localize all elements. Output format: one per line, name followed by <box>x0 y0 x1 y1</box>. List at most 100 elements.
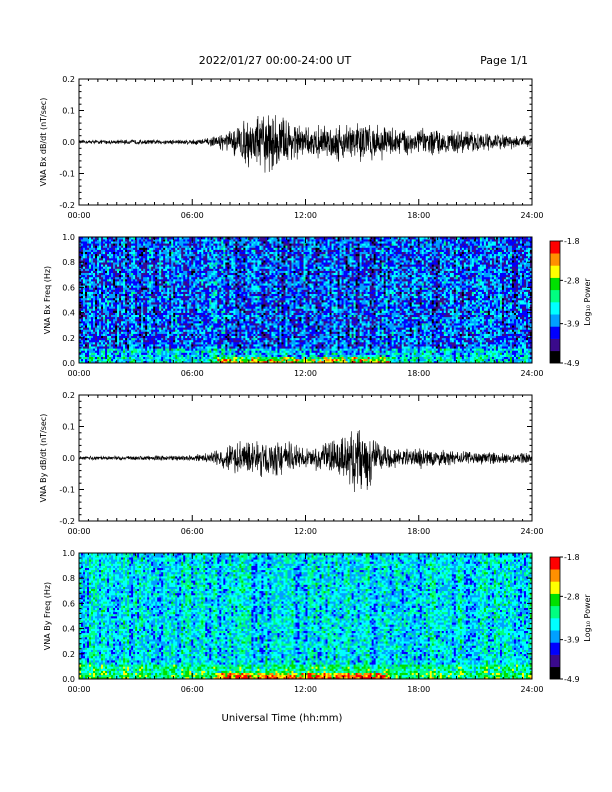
spectrogram-cell <box>215 255 218 259</box>
spectrogram-cell <box>159 314 162 318</box>
spectrogram-cell <box>233 304 236 307</box>
spectrogram-cell <box>169 253 172 257</box>
spectrogram-cell <box>237 312 240 315</box>
spectrogram-cell <box>147 316 150 320</box>
spectrogram-cell <box>149 310 152 313</box>
spectrogram-cell <box>87 327 90 330</box>
spectrogram-cell <box>179 266 182 269</box>
spectrogram-cell <box>99 291 102 294</box>
spectrogram-cell <box>121 283 124 286</box>
spectrogram-cell <box>91 289 94 292</box>
spectrogram-cell <box>217 337 220 341</box>
spectrogram-cell <box>147 247 150 250</box>
spectrogram-cell <box>139 350 142 353</box>
spectrogram-cell <box>121 350 124 353</box>
spectrogram-cell <box>135 293 138 297</box>
spectrogram-cell <box>127 327 130 330</box>
spectrogram-cell <box>101 354 104 357</box>
spectrogram-cell <box>181 289 184 292</box>
spectrogram-cell <box>99 255 102 259</box>
spectrogram-cell <box>197 329 200 332</box>
spectrogram-cell <box>201 331 204 334</box>
spectrogram-cell <box>205 268 208 271</box>
spectrogram-cell <box>145 329 148 332</box>
spectrogram-cell <box>91 255 94 259</box>
spectrogram-cell <box>107 268 110 271</box>
spectrogram-cell <box>205 272 208 276</box>
spectrogram-cell <box>207 270 210 273</box>
spectrogram-cell <box>213 327 216 330</box>
spectrogram-cell <box>127 285 130 288</box>
spectrogram-cell <box>169 251 172 255</box>
spectrogram-cell <box>103 356 106 360</box>
spectrogram-cell <box>111 287 114 290</box>
spectrogram-cell <box>189 335 192 339</box>
spectrogram-cell <box>171 302 174 305</box>
spectrogram-cell <box>133 274 136 278</box>
spectrogram-cell <box>165 291 168 294</box>
spectrogram-cell <box>113 304 116 307</box>
spectrogram-cell <box>231 321 234 324</box>
spectrogram-cell <box>219 300 222 303</box>
spectrogram-cell <box>163 302 166 305</box>
spectrogram-cell <box>163 239 166 242</box>
spectrogram-cell <box>167 297 170 301</box>
spectrogram-cell <box>239 297 242 301</box>
spectrogram-cell <box>97 287 100 290</box>
spectrogram-cell <box>121 295 124 299</box>
spectrogram-cell <box>97 241 100 244</box>
spectrogram-cell <box>129 300 132 303</box>
spectrogram-cell <box>115 302 118 305</box>
spectrogram-cell <box>85 300 88 303</box>
spectrogram-cell <box>223 342 226 345</box>
spectrogram-cell <box>105 360 108 364</box>
spectrogram-cell <box>173 285 176 288</box>
spectrogram-cell <box>221 335 224 339</box>
spectrogram-cell <box>151 255 154 259</box>
spectrogram-cell <box>203 358 206 362</box>
spectrogram-cell <box>151 352 154 355</box>
spectrogram-cell <box>143 335 146 339</box>
spectrogram-cell <box>191 308 194 311</box>
spectrogram-cell <box>201 308 204 311</box>
spectrogram-cell <box>163 285 166 288</box>
spectrogram-cell <box>223 360 226 364</box>
spectrogram-cell <box>233 295 236 299</box>
spectrogram-cell <box>193 262 196 265</box>
spectrogram-cell <box>109 237 112 240</box>
spectrogram-cell <box>115 245 118 248</box>
spectrogram-cell <box>209 335 212 339</box>
spectrogram-cell <box>185 316 188 320</box>
spectrogram-cell <box>115 274 118 278</box>
spectrogram-cell <box>127 253 130 257</box>
spectrogram-cell <box>171 279 174 282</box>
spectrogram-cell <box>173 293 176 297</box>
spectrogram-cell <box>189 344 192 347</box>
spectrogram-cell <box>221 312 224 315</box>
spectrogram-cell <box>237 308 240 311</box>
spectrogram-cell <box>203 260 206 263</box>
spectrogram-cell <box>93 310 96 313</box>
spectrogram-cell <box>93 289 96 292</box>
spectrogram-cell <box>107 260 110 263</box>
spectrogram-cell <box>173 331 176 334</box>
spectrogram-cell <box>187 239 190 242</box>
spectrogram-cell <box>215 300 218 303</box>
spectrogram-cell <box>109 350 112 353</box>
spectrogram-cell <box>161 348 164 351</box>
spectrogram-cell <box>111 350 114 353</box>
spectrogram-cell <box>149 279 152 282</box>
spectrogram-cell <box>155 285 158 288</box>
spectrogram-cell <box>195 258 198 261</box>
spectrogram-cell <box>175 276 178 280</box>
spectrogram-cell <box>233 247 236 250</box>
spectrogram-cell <box>147 287 150 290</box>
spectrogram-cell <box>127 283 130 286</box>
spectrogram-cell <box>209 268 212 271</box>
spectrogram-cell <box>169 335 172 339</box>
spectrogram-cell <box>235 312 238 315</box>
spectrogram-cell <box>211 321 214 324</box>
spectrogram-cell <box>155 270 158 273</box>
spectrogram-cell <box>183 302 186 305</box>
spectrogram-cell <box>179 251 182 255</box>
